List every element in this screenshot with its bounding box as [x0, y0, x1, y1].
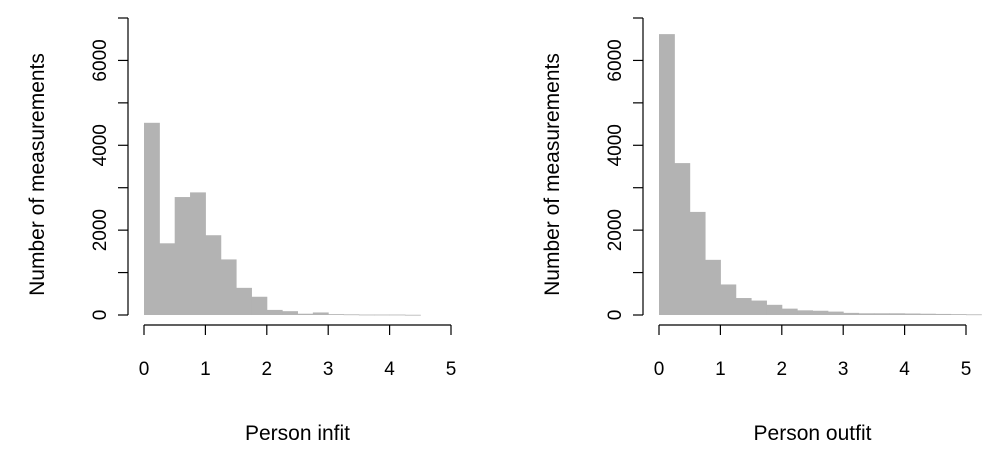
histogram-bar [843, 312, 860, 315]
histogram-bar [781, 308, 798, 315]
y-tick-label: 0 [90, 310, 111, 321]
histogram-bar [751, 300, 767, 315]
histogram-bar [873, 313, 890, 315]
histogram-bars [659, 34, 982, 316]
histogram-bar [174, 197, 191, 315]
histogram-bar [144, 122, 160, 315]
histogram-bar [797, 310, 813, 315]
chart-panel-outfit: 0 2000 4000 6000 0 1 2 3 4 5 Person outfit Number o… [541, 17, 982, 445]
histogram-bar [720, 284, 737, 315]
x-tick-label: 3 [323, 359, 334, 380]
y-axis-label: Number of measurements [26, 53, 49, 296]
histogram-bar [266, 309, 283, 315]
x-axis-label: Person outfit [754, 422, 872, 445]
histogram-bar [343, 314, 360, 316]
x-tick-label: 0 [139, 359, 150, 380]
histogram-bar [389, 314, 406, 316]
histogram-bar [689, 211, 706, 315]
y-tick-label: 2000 [605, 209, 626, 251]
x-tick-label: 2 [777, 359, 788, 380]
x-tick-label: 3 [838, 359, 849, 380]
histogram-bar [312, 312, 329, 315]
x-tick-label: 5 [961, 359, 972, 380]
y-tick-label: 0 [605, 310, 626, 321]
y-tick-label: 2000 [90, 209, 111, 251]
y-tick-label: 6000 [90, 39, 111, 81]
histogram-bar [735, 298, 752, 315]
histogram-bar [966, 314, 982, 316]
y-tick-label: 4000 [605, 124, 626, 166]
x-tick-label: 5 [446, 359, 457, 380]
histogram-bars [144, 122, 421, 316]
histogram-bar [889, 313, 906, 315]
histogram-bar [766, 304, 783, 315]
x-tick-label: 1 [200, 359, 211, 380]
histogram-bar [251, 296, 268, 315]
histogram-bar [674, 163, 691, 315]
histogram-bar [935, 313, 952, 315]
histogram-bar [904, 313, 921, 315]
histogram-bar [404, 314, 421, 316]
histogram-bar [659, 34, 675, 315]
y-tick-label: 6000 [605, 39, 626, 81]
x-tick-label: 4 [384, 359, 395, 380]
x-tick-label: 4 [899, 359, 910, 380]
histogram-bar [236, 287, 252, 315]
histogram-bar [190, 192, 206, 315]
x-axis-label: Person infit [245, 422, 350, 445]
y-tick-label: 4000 [90, 124, 111, 166]
histogram-bar [374, 314, 391, 316]
histogram-bar [812, 310, 829, 315]
histogram-bar [705, 259, 721, 315]
histogram-bar [220, 259, 237, 315]
histogram-bar [919, 313, 936, 315]
histogram-bar [950, 314, 967, 315]
histogram-bar [827, 311, 844, 315]
x-tick-label: 1 [715, 359, 726, 380]
x-tick-label: 2 [262, 359, 273, 380]
y-axis-label: Number of measurements [541, 53, 564, 296]
histogram-bar [858, 313, 875, 315]
histogram-bar [205, 235, 222, 315]
chart-panel-infit: 0 2000 4000 6000 0 1 2 3 4 5 Person infit Number of… [26, 17, 457, 445]
histogram-bar [358, 314, 375, 316]
histogram-bar [282, 311, 298, 315]
histogram-bar [297, 313, 314, 315]
histogram-bar [159, 243, 176, 315]
x-tick-label: 0 [654, 359, 665, 380]
histogram-bar [328, 314, 345, 315]
